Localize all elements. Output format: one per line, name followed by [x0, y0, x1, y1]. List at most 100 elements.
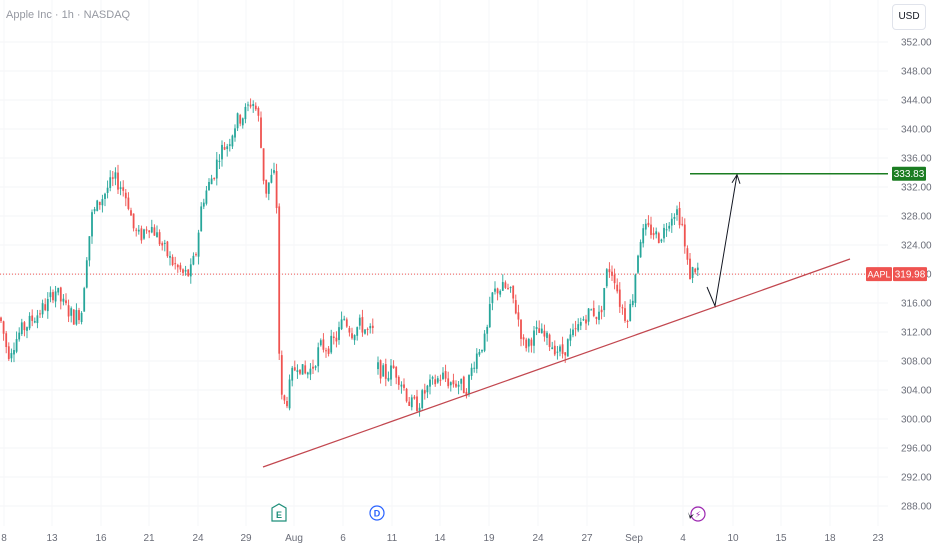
svg-text:E: E	[276, 510, 282, 520]
candle	[195, 252, 197, 257]
candle	[140, 225, 143, 244]
candle	[590, 308, 593, 311]
candle	[270, 168, 273, 184]
candle	[455, 380, 457, 389]
candle	[382, 363, 385, 377]
candle	[655, 227, 658, 239]
candle	[660, 238, 663, 243]
candle	[582, 316, 585, 321]
candle	[330, 329, 333, 355]
candle	[561, 336, 564, 359]
dividend-marker[interactable]: D	[369, 505, 385, 521]
candle	[304, 360, 307, 375]
candle	[413, 394, 416, 400]
candle	[348, 325, 351, 337]
candle	[462, 375, 465, 394]
candle	[327, 346, 330, 357]
candle	[595, 316, 598, 325]
candle	[234, 124, 236, 142]
candle	[85, 257, 88, 289]
candle	[171, 254, 174, 267]
candle	[101, 194, 104, 213]
candle	[314, 365, 317, 371]
x-tick-label: 29	[240, 533, 252, 544]
y-tick-label: 348.00	[901, 67, 932, 78]
candle	[293, 360, 296, 372]
candle	[2, 320, 5, 341]
candle	[457, 380, 460, 395]
candle	[137, 225, 140, 235]
candle	[408, 396, 411, 407]
candle	[83, 286, 86, 312]
candle	[356, 326, 359, 341]
candle	[384, 358, 387, 387]
candle	[104, 192, 106, 207]
candle	[473, 361, 476, 373]
trend-line[interactable]	[262, 258, 851, 468]
candle	[574, 320, 577, 337]
candle	[119, 181, 122, 196]
candle	[644, 219, 647, 236]
candle	[494, 281, 496, 295]
event-marker[interactable]: ⚡	[688, 506, 706, 522]
candle	[231, 134, 234, 150]
candle	[478, 349, 481, 357]
x-tick-label: 6	[340, 533, 346, 544]
candle	[403, 378, 405, 391]
projection-arrow[interactable]	[706, 173, 741, 308]
candle	[20, 318, 23, 336]
candle	[377, 356, 379, 375]
candle	[254, 102, 257, 112]
candle	[182, 268, 184, 277]
candle	[317, 342, 320, 373]
candle	[499, 289, 502, 298]
candle	[88, 236, 91, 267]
candle	[127, 192, 130, 211]
candle	[351, 327, 353, 340]
candle	[221, 140, 223, 167]
x-tick-label: 24	[532, 533, 544, 544]
candle	[616, 278, 619, 294]
candle	[397, 375, 400, 390]
candle	[265, 179, 268, 198]
candle	[525, 337, 528, 352]
candle	[122, 180, 125, 197]
candle	[31, 309, 34, 327]
candle	[637, 254, 639, 274]
candle	[335, 331, 338, 348]
candle	[481, 349, 483, 354]
candle	[559, 344, 561, 357]
candle	[395, 365, 398, 385]
candle	[132, 213, 135, 232]
candle	[650, 216, 652, 239]
candle	[187, 268, 190, 277]
candle	[325, 347, 327, 358]
candle	[514, 294, 517, 315]
candle	[670, 213, 673, 233]
candle	[548, 333, 551, 352]
candle	[470, 363, 473, 380]
candle	[70, 306, 73, 323]
candle	[527, 337, 530, 353]
candle	[98, 201, 101, 210]
candle	[600, 305, 603, 320]
candle	[551, 341, 554, 350]
arrow-head	[731, 173, 741, 184]
candle	[228, 138, 231, 152]
currency-button[interactable]: USD	[892, 4, 926, 30]
y-tick-label: 340.00	[901, 125, 932, 136]
candle	[52, 289, 54, 304]
candle	[202, 198, 205, 210]
time-axis[interactable]: 8 13 16 21 24 29 Aug 6 11 14 19 24 27 Sep 4 10 15 18 23	[1, 533, 884, 544]
earnings-marker[interactable]: E	[271, 503, 287, 522]
candle	[353, 334, 356, 345]
candle	[491, 292, 494, 311]
candle	[153, 224, 156, 236]
y-tick-label: 304.00	[901, 386, 932, 397]
candle	[192, 252, 195, 266]
candle	[429, 374, 431, 395]
y-tick-label: 292.00	[901, 473, 932, 484]
candle	[179, 262, 182, 273]
candle	[148, 230, 151, 239]
